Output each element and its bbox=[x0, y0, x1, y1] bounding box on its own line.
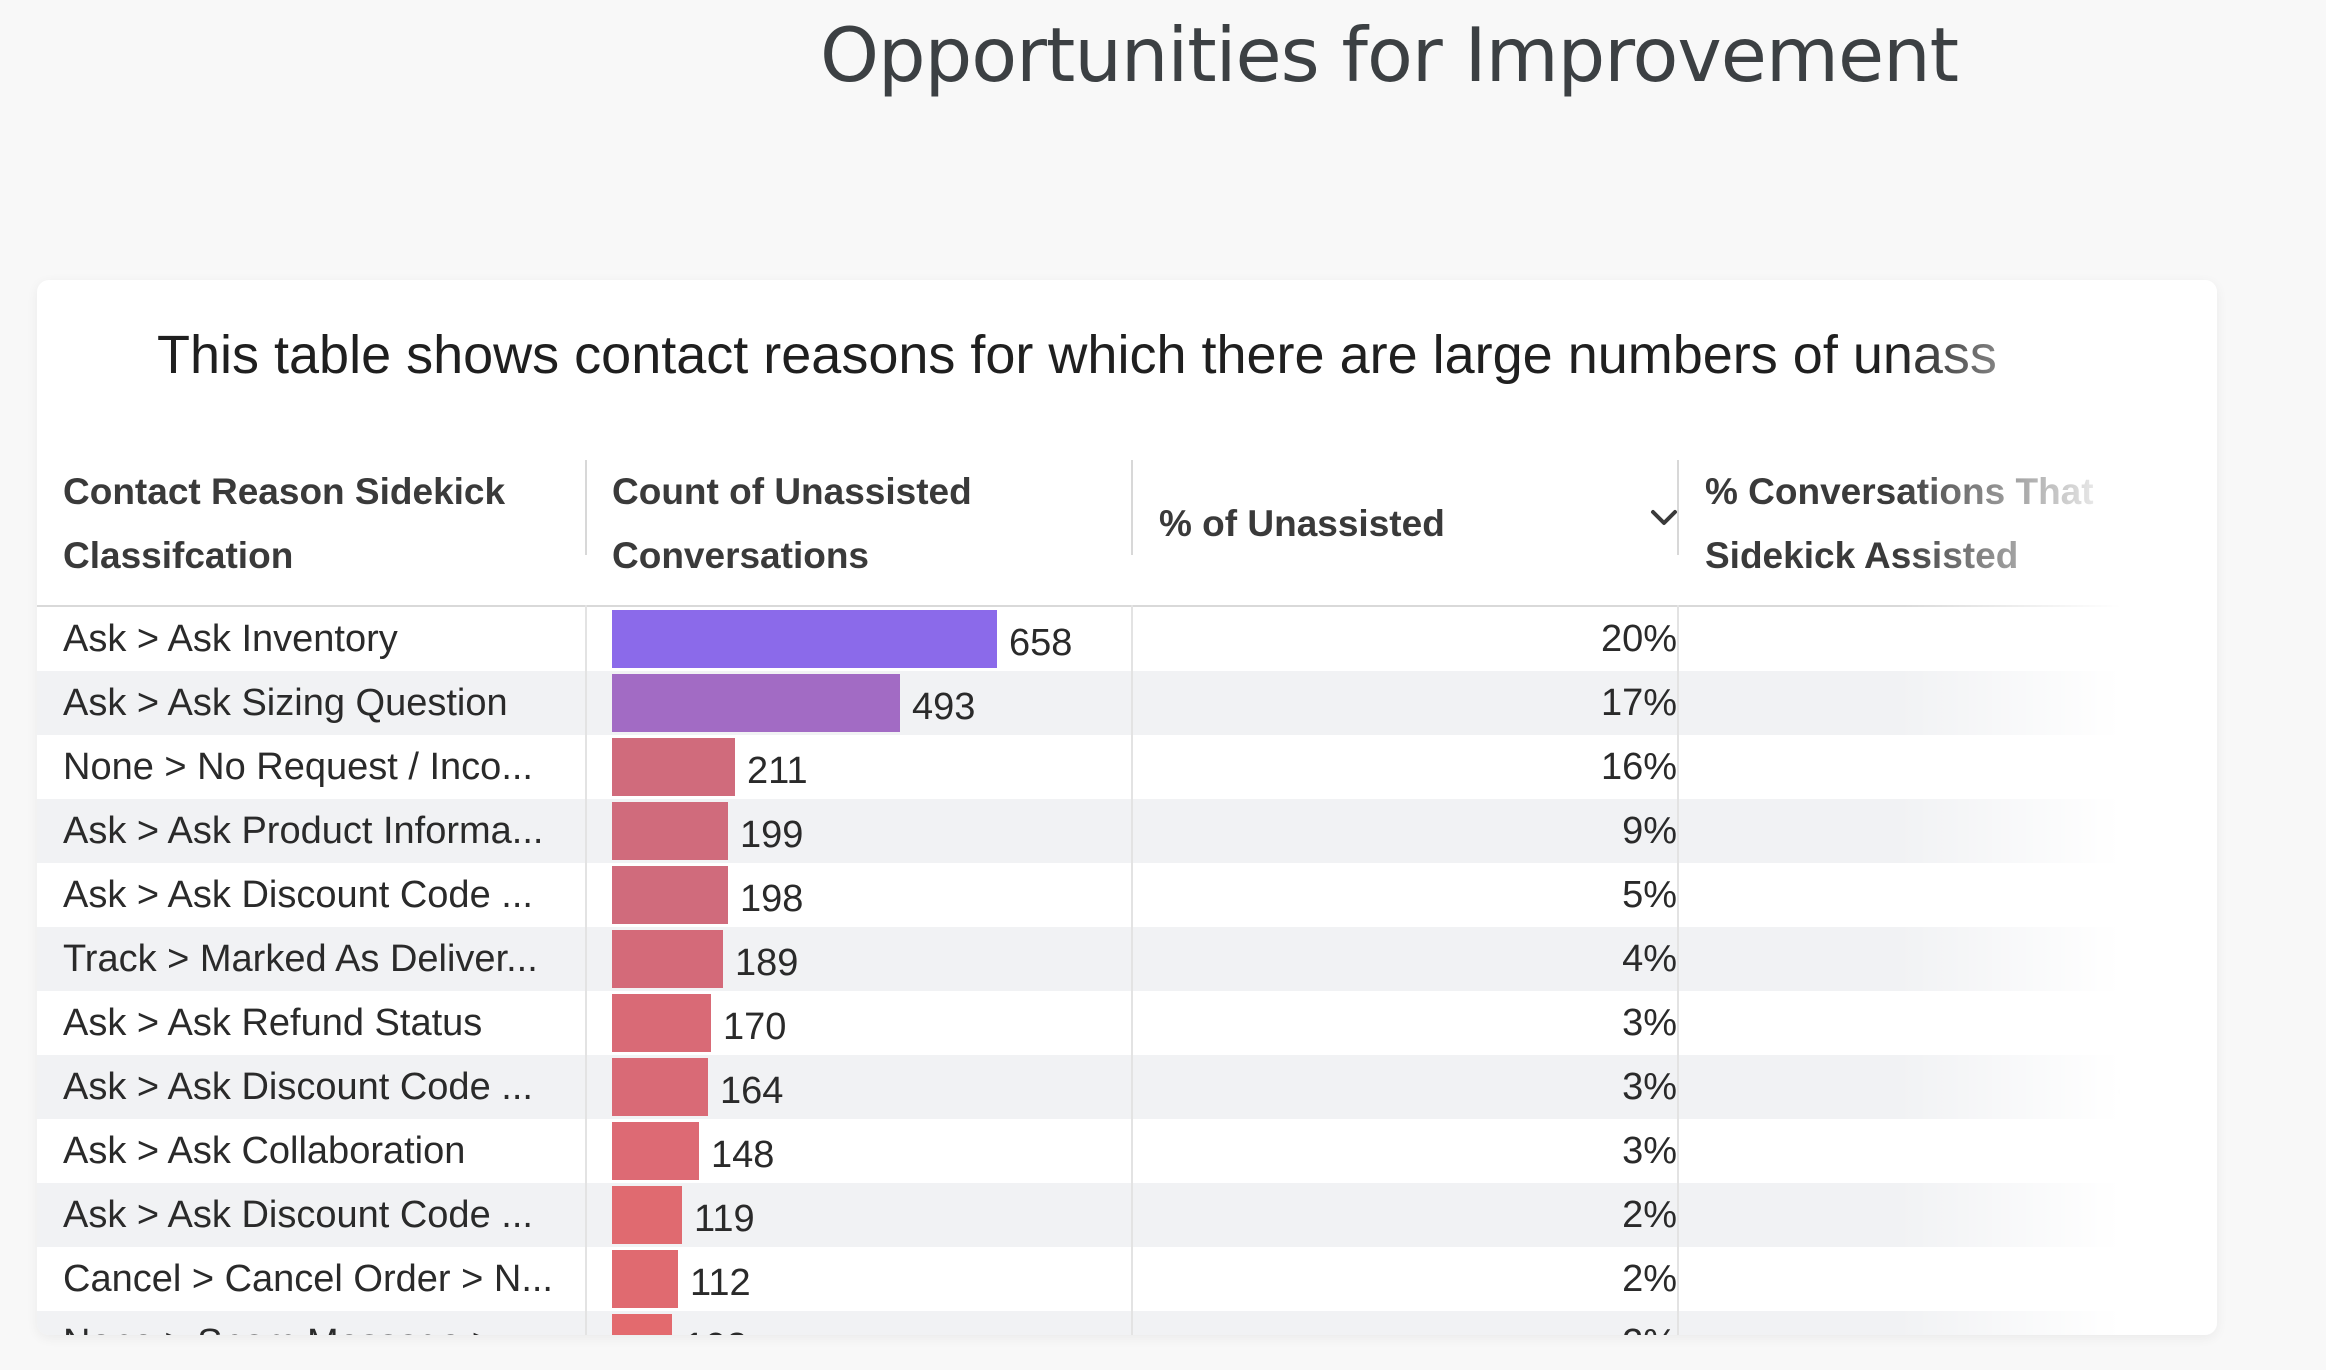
column-header-percent-assisted[interactable]: % Conversations That Sidekick Assisted bbox=[1705, 443, 2217, 605]
percent-unassisted: 2% bbox=[1622, 1194, 1677, 1236]
row-classification: Ask > Ask Discount Code ... bbox=[63, 1066, 533, 1108]
row-classification: Ask > Ask Refund Status bbox=[63, 1002, 483, 1044]
percent-unassisted: 3% bbox=[1622, 1002, 1677, 1044]
count-bar bbox=[612, 930, 723, 988]
chevron-down-icon[interactable] bbox=[1644, 498, 1684, 538]
table-row[interactable]: Track > Marked As Deliver... 189 4% bbox=[37, 927, 2217, 991]
column-divider bbox=[1677, 460, 1679, 555]
table-row[interactable]: Cancel > Cancel Order > N... 112 2% bbox=[37, 1247, 2217, 1311]
table-row[interactable]: Ask > Ask Discount Code ... 198 5% bbox=[37, 863, 2217, 927]
table-header: Contact Reason Sidekick Classifcation Co… bbox=[37, 443, 2217, 607]
row-classification: Ask > Ask Product Informa... bbox=[63, 810, 544, 852]
count-value: 102 bbox=[684, 1315, 747, 1335]
column-header-line: % Conversations That bbox=[1705, 471, 2094, 512]
count-bar bbox=[612, 1250, 678, 1308]
percent-unassisted: 3% bbox=[1622, 1066, 1677, 1108]
column-header-line: Count of Unassisted bbox=[612, 471, 972, 512]
percent-unassisted: 3% bbox=[1622, 1130, 1677, 1172]
percent-assisted: 8 bbox=[2117, 1066, 2139, 1108]
column-header-classification[interactable]: Contact Reason Sidekick Classifcation bbox=[63, 443, 583, 605]
percent-unassisted: 17% bbox=[1600, 682, 1677, 724]
table-row[interactable]: Ask > Ask Discount Code ... 164 3% 8 bbox=[37, 1055, 2217, 1119]
table-row[interactable]: None > No Request / Inco... 211 16% bbox=[37, 735, 2217, 799]
column-header-line: Contact Reason Sidekick bbox=[63, 471, 506, 512]
count-bar bbox=[612, 994, 711, 1052]
count-bar bbox=[612, 802, 728, 860]
count-value: 164 bbox=[720, 1070, 784, 1112]
count-bar bbox=[612, 738, 735, 796]
count-bar bbox=[612, 1186, 682, 1244]
row-classification: Ask > Ask Discount Code ... bbox=[63, 1194, 533, 1236]
count-value: 119 bbox=[694, 1198, 755, 1240]
row-classification: Ask > Ask Sizing Question bbox=[63, 682, 508, 724]
count-value: 189 bbox=[735, 942, 799, 984]
table-description: This table shows contact reasons for whi… bbox=[157, 325, 1997, 385]
count-value: 148 bbox=[711, 1134, 775, 1176]
column-header-line: Classifcation bbox=[63, 535, 294, 576]
count-bar bbox=[612, 1314, 672, 1335]
count-value: 198 bbox=[740, 878, 804, 920]
row-classification: None > No Request / Inco... bbox=[63, 746, 533, 788]
count-value: 170 bbox=[723, 1006, 787, 1048]
count-value: 658 bbox=[1009, 622, 1073, 664]
percent-unassisted: 4% bbox=[1622, 938, 1677, 980]
column-divider bbox=[585, 605, 587, 1335]
table-row[interactable]: Ask > Ask Sizing Question 493 17% bbox=[37, 671, 2217, 735]
row-classification: None > Spam Message > bbox=[63, 1311, 494, 1335]
page-title: Opportunities for Improvement bbox=[819, 11, 1959, 99]
column-divider bbox=[1131, 460, 1133, 555]
column-header-line: Conversations bbox=[612, 535, 870, 576]
percent-unassisted: 2% bbox=[1177, 1311, 1677, 1335]
percent-unassisted: 2% bbox=[1622, 1258, 1677, 1300]
count-value: 211 bbox=[747, 750, 808, 792]
column-header-line: % of Unassisted bbox=[1159, 503, 1445, 544]
count-bar bbox=[612, 674, 900, 732]
column-header-count[interactable]: Count of Unassisted Conversations bbox=[612, 443, 1677, 605]
row-classification: Ask > Ask Collaboration bbox=[63, 1130, 466, 1172]
count-value: 493 bbox=[912, 686, 976, 728]
column-header-line: Sidekick Assisted bbox=[1705, 535, 2019, 576]
table-row[interactable]: None > Spam Message > 102 2% 5 bbox=[37, 1311, 2217, 1335]
row-classification: Track > Marked As Deliver... bbox=[63, 938, 538, 980]
percent-unassisted: 16% bbox=[1600, 746, 1677, 788]
table-row[interactable]: Ask > Ask Collaboration 148 3% bbox=[37, 1119, 2217, 1183]
count-value: 112 bbox=[690, 1262, 751, 1304]
row-classification: Cancel > Cancel Order > N... bbox=[63, 1258, 553, 1300]
table-card: This table shows contact reasons for whi… bbox=[37, 280, 2217, 1335]
percent-unassisted: 20% bbox=[1600, 618, 1677, 660]
count-bar bbox=[612, 1058, 708, 1116]
count-value: 199 bbox=[740, 814, 804, 856]
count-bar bbox=[612, 866, 728, 924]
row-classification: Ask > Ask Discount Code ... bbox=[63, 874, 533, 916]
table-row[interactable]: Ask > Ask Refund Status 170 3% bbox=[37, 991, 2217, 1055]
column-header-percent-unassisted[interactable]: % of Unassisted bbox=[1159, 443, 1679, 605]
count-bar bbox=[612, 1122, 699, 1180]
column-divider bbox=[1131, 605, 1133, 1335]
column-divider bbox=[1677, 605, 1679, 1335]
percent-unassisted: 5% bbox=[1622, 874, 1677, 916]
table-row[interactable]: Ask > Ask Product Informa... 199 9% bbox=[37, 799, 2217, 863]
row-classification: Ask > Ask Inventory bbox=[63, 618, 398, 660]
percent-unassisted: 9% bbox=[1622, 810, 1677, 852]
percent-assisted: 5 bbox=[2117, 1311, 2138, 1335]
table-row[interactable]: Ask > Ask Inventory 658 20% bbox=[37, 607, 2217, 671]
count-bar bbox=[612, 610, 997, 668]
column-divider bbox=[585, 460, 587, 555]
table-row[interactable]: Ask > Ask Discount Code ... 119 2% bbox=[37, 1183, 2217, 1247]
